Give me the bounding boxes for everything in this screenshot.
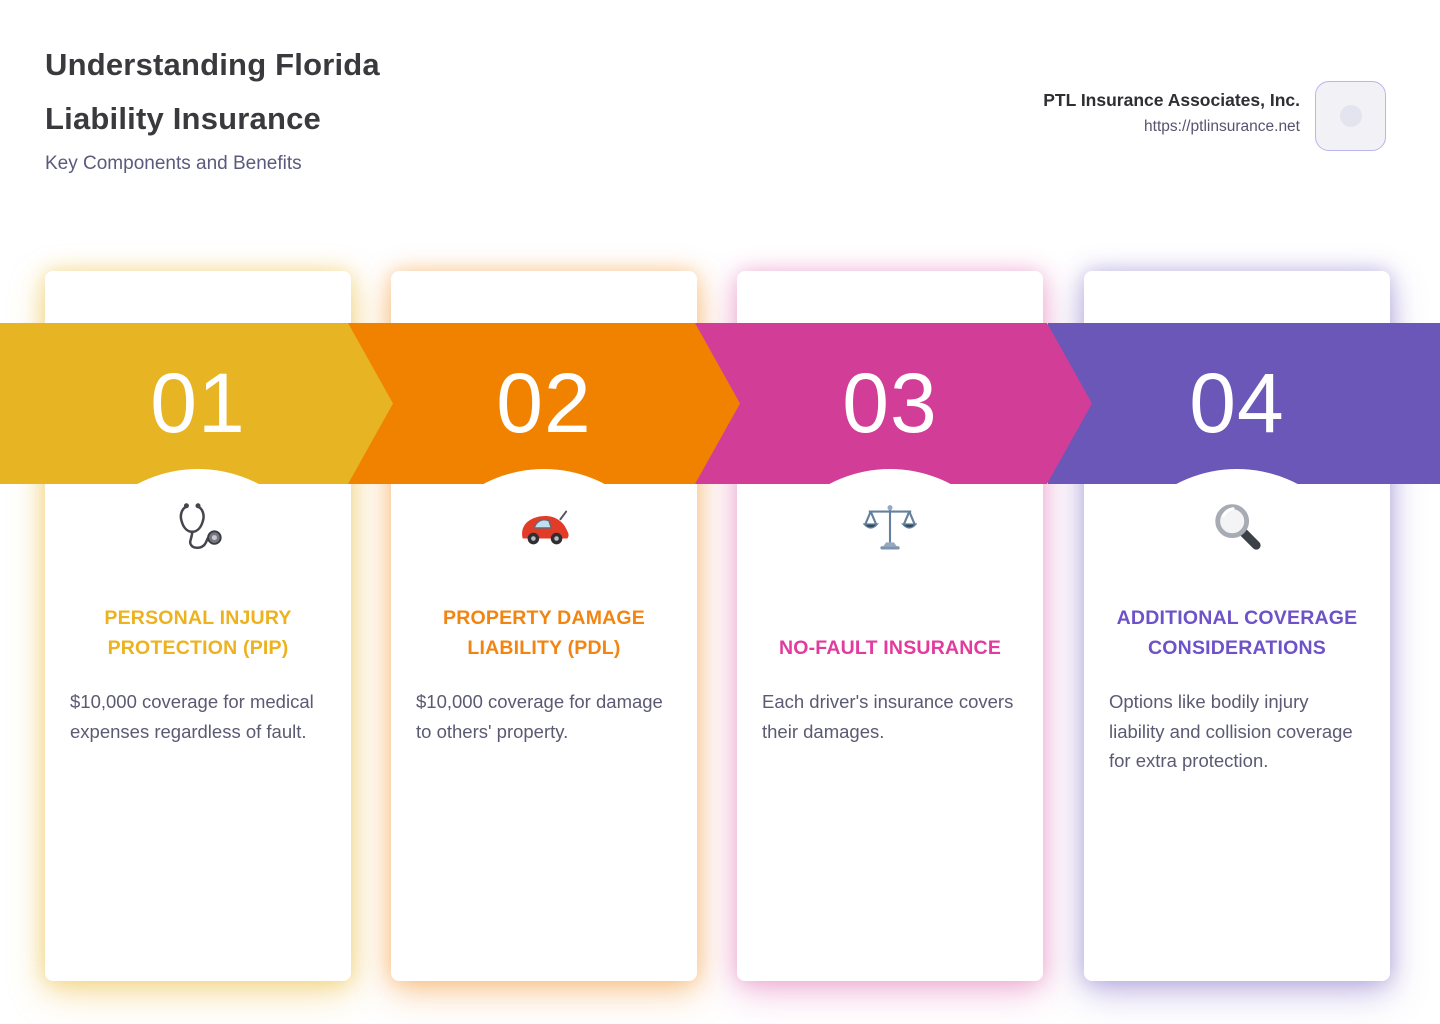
step-heading: NO-FAULT INSURANCE xyxy=(754,597,1026,663)
step-heading-text: PROPERTY DAMAGE LIABILITY (PDL) xyxy=(443,607,645,659)
scales-icon xyxy=(737,499,1043,553)
chevron-step-1 xyxy=(0,323,393,484)
logo-placeholder-icon xyxy=(1339,105,1362,127)
step-heading: ADDITIONAL COVERAGE CONSIDERATIONS xyxy=(1101,597,1373,663)
chevron-step-2 xyxy=(348,323,740,484)
magnifier-icon xyxy=(1084,499,1390,553)
step-heading-text: PERSONAL INJURY PROTECTION (PIP) xyxy=(104,607,292,659)
step-heading-text: ADDITIONAL COVERAGE CONSIDERATIONS xyxy=(1116,607,1358,659)
step-heading: PERSONAL INJURY PROTECTION (PIP) xyxy=(62,597,334,663)
step-number: 01 xyxy=(150,356,246,450)
step-heading: PROPERTY DAMAGE LIABILITY (PDL) xyxy=(408,597,680,663)
company-name: PTL Insurance Associates, Inc. xyxy=(1043,90,1300,110)
step-number: 03 xyxy=(842,356,938,450)
company-info: PTL Insurance Associates, Inc. https://p… xyxy=(1043,90,1300,136)
chevron-step-4 xyxy=(1048,323,1440,484)
step-description: $10,000 coverage for damage to others' p… xyxy=(416,691,663,742)
step-number: 02 xyxy=(496,356,592,450)
step-number: 04 xyxy=(1189,356,1285,450)
step-ribbon: 01 02 03 04 xyxy=(0,323,1440,484)
step-description: Options like bodily injury liability and… xyxy=(1109,691,1353,771)
page-title-line1: Understanding Florida xyxy=(45,47,380,82)
stethoscope-icon xyxy=(45,499,351,553)
page-title: Understanding Florida Liability Insuranc… xyxy=(45,38,380,146)
chevron-step-3 xyxy=(695,323,1092,484)
page-subtitle: Key Components and Benefits xyxy=(45,153,302,174)
car-icon xyxy=(391,499,697,553)
company-url-link[interactable]: https://ptlinsurance.net xyxy=(1144,118,1300,135)
company-logo-placeholder xyxy=(1315,81,1386,151)
step-heading-text: NO-FAULT INSURANCE xyxy=(778,637,1002,659)
step-description: Each driver's insurance covers their dam… xyxy=(762,691,1014,742)
step-description: $10,000 coverage for medical expenses re… xyxy=(70,691,314,742)
page-title-line2: Liability Insurance xyxy=(45,101,321,136)
